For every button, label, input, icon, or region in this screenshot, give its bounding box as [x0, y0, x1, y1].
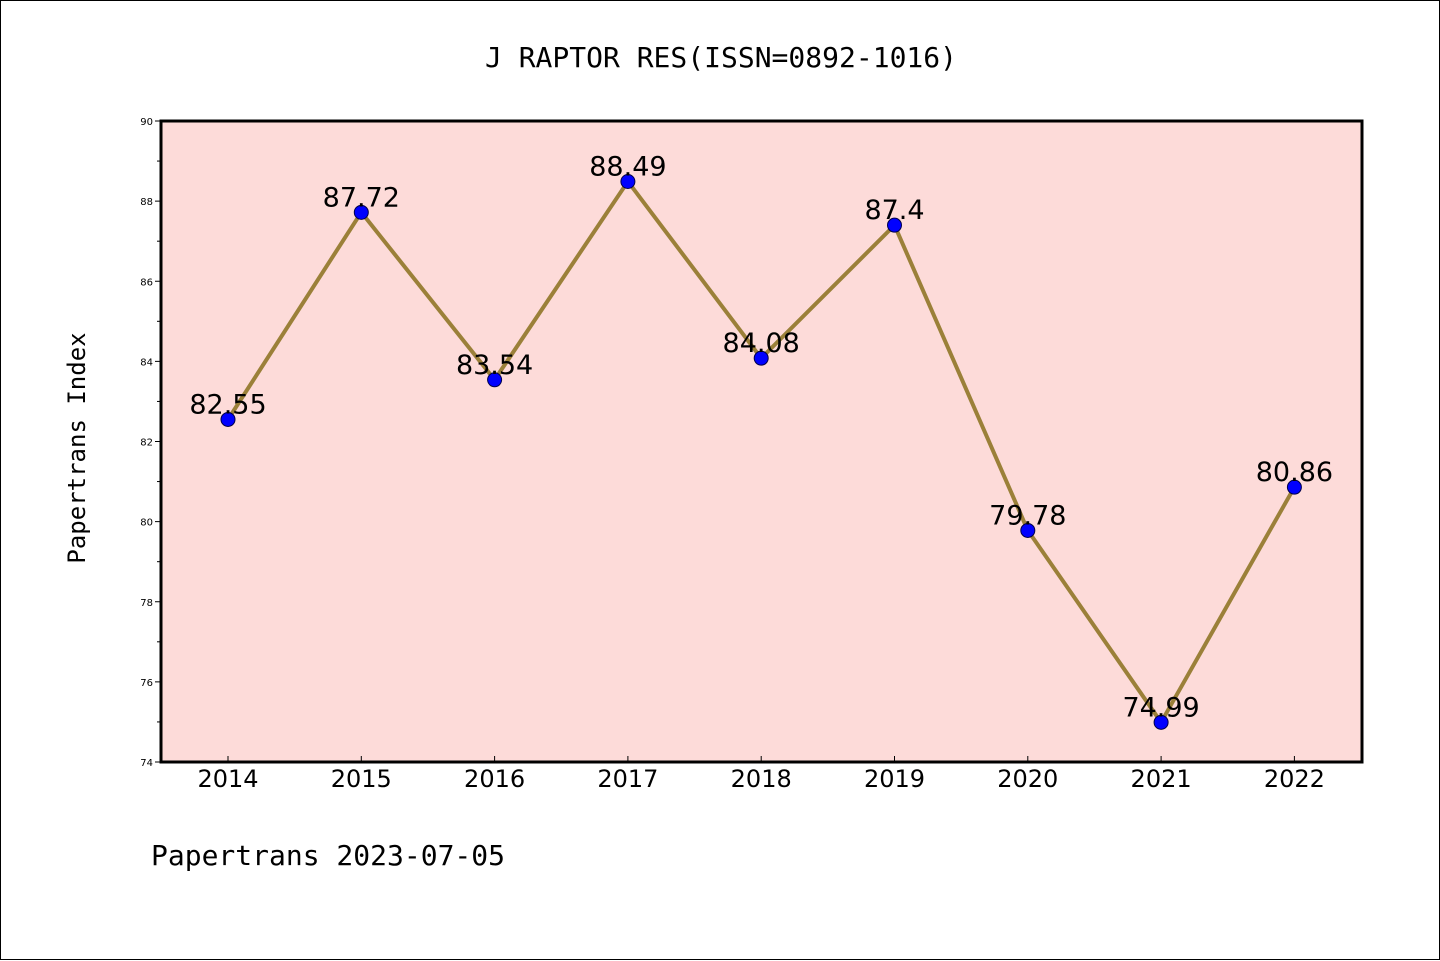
plot-frame — [159, 119, 1364, 764]
data-labels: 82.55 87.72 83.54 88.49 84.08 87.4 79.78 74.99 8… — [189, 151, 1333, 723]
data-value-label: 74.99 — [1122, 692, 1199, 723]
chart-title: J RAPTOR RES(ISSN=0892-1016) — [485, 41, 957, 74]
x-tick-label: 2016 — [464, 765, 525, 793]
data-markers — [220, 173, 1302, 730]
data-point-marker — [1286, 479, 1302, 495]
data-value-label: 79.78 — [989, 500, 1066, 531]
data-value-label: 88.49 — [589, 151, 666, 182]
plot-area — [161, 121, 1362, 762]
data-value-label: 82.55 — [189, 389, 266, 420]
x-tick-label: 2019 — [864, 765, 925, 793]
data-value-label: 80.86 — [1256, 457, 1333, 488]
y-tick-label: 78 — [140, 598, 153, 609]
data-point-marker — [887, 217, 902, 233]
x-axis-tick-labels: 2014 2015 2016 2017 2018 2019 2020 2021 2022 — [197, 765, 1324, 793]
x-tick-label: 2020 — [997, 765, 1058, 793]
y-tick-label: 86 — [140, 277, 153, 288]
x-tick-label: 2015 — [331, 765, 392, 793]
x-tick-label: 2022 — [1264, 765, 1325, 793]
y-tick-label: 74 — [140, 758, 153, 769]
data-point-marker — [1020, 522, 1036, 538]
data-point-marker — [1153, 714, 1169, 730]
footer-date-label: Papertrans 2023-07-05 — [151, 839, 505, 872]
x-tick-label: 2021 — [1131, 765, 1192, 793]
y-tick-label: 76 — [140, 678, 153, 689]
y-tick-label: 90 — [140, 117, 153, 128]
y-axis-tick-labels: 74 76 78 80 82 84 86 88 90 — [140, 117, 153, 769]
data-point-marker — [353, 204, 369, 220]
data-value-label: 84.08 — [723, 328, 800, 359]
x-tick-label: 2014 — [197, 765, 258, 793]
y-tick-label: 84 — [140, 357, 153, 368]
x-tick-label: 2017 — [597, 765, 658, 793]
data-value-label: 87.4 — [864, 195, 924, 226]
y-tick-label: 88 — [140, 197, 153, 208]
data-point-marker — [620, 173, 636, 189]
data-point-marker — [220, 411, 236, 427]
y-axis-label: Papertrans Index — [63, 332, 91, 563]
y-tick-label: 82 — [140, 438, 153, 449]
y-tick-label: 80 — [140, 518, 153, 529]
x-tick-label: 2018 — [731, 765, 792, 793]
data-point-marker — [487, 372, 503, 388]
data-value-label: 87.72 — [323, 182, 400, 213]
data-point-marker — [753, 350, 769, 366]
data-value-label: 83.54 — [456, 350, 533, 381]
